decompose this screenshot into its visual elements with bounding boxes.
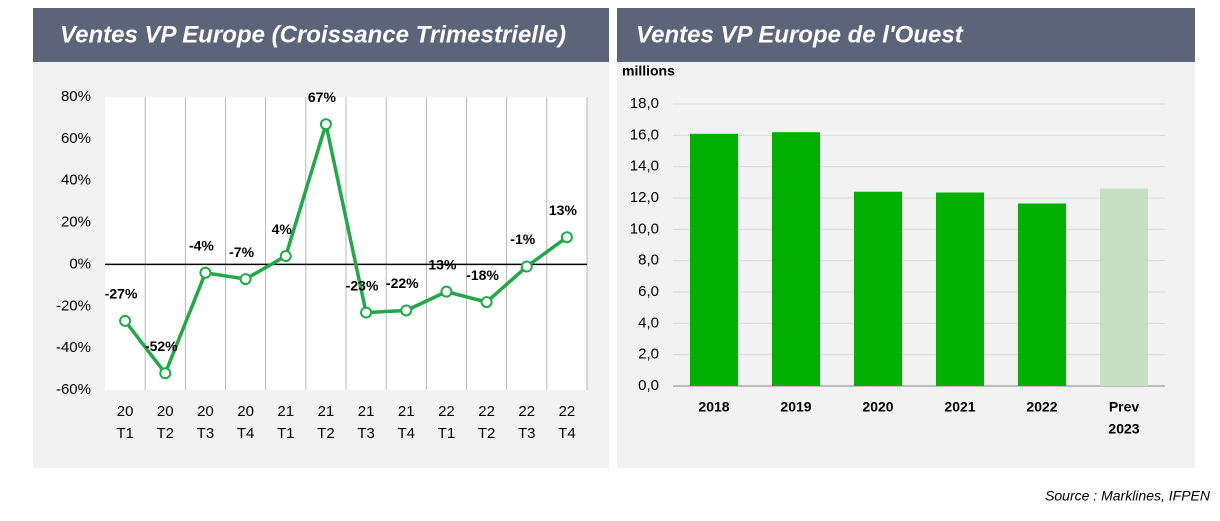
y-axis-label: millions	[622, 63, 675, 79]
title-bar	[33, 8, 609, 62]
data-label: -22%	[386, 275, 419, 291]
point	[360, 306, 373, 319]
x-tick-label: T1	[116, 425, 134, 442]
x-tick-label: 2023	[1108, 421, 1139, 437]
x-tick-label: 2018	[698, 399, 729, 415]
point	[440, 285, 453, 298]
x-tick-label: T1	[277, 425, 295, 442]
chart-title: Ventes VP Europe de l'Ouest	[636, 21, 964, 48]
y-tick-label: -20%	[56, 297, 91, 314]
point	[279, 250, 292, 263]
point	[480, 296, 493, 309]
x-tick-label: T4	[558, 425, 576, 442]
x-tick-label: 2020	[862, 399, 893, 415]
x-tick-label: T2	[478, 425, 496, 442]
point	[239, 273, 252, 286]
y-tick-label: 0%	[69, 255, 91, 272]
x-tick-label: 20	[117, 403, 134, 420]
data-label: -52%	[145, 338, 178, 354]
y-tick-label: 10,0	[630, 220, 659, 237]
x-tick-label: 2019	[780, 399, 811, 415]
data-label: -23%	[346, 277, 379, 293]
line	[123, 117, 568, 377]
y-tick-label: 0,0	[638, 377, 659, 394]
y-tick-label: -60%	[56, 381, 91, 398]
x-tick-label: T3	[357, 425, 375, 442]
x-tick-label: 21	[277, 403, 294, 420]
y-tick-label: 60%	[61, 130, 91, 147]
x-tick-label: 22	[518, 403, 535, 420]
x-tick-label: 2021	[944, 399, 975, 415]
y-tick-label: 4,0	[638, 314, 659, 331]
bar	[1018, 203, 1066, 386]
y-tick-label: 40%	[61, 172, 91, 189]
data-label: -4%	[189, 238, 214, 254]
y-tick-label: 14,0	[630, 158, 659, 175]
data-label: -18%	[466, 267, 499, 283]
point	[159, 367, 172, 380]
x-tick-label: 2022	[1026, 399, 1057, 415]
y-tick-label: -40%	[56, 339, 91, 356]
bar	[690, 133, 738, 386]
data-label: 13%	[549, 202, 578, 218]
x-tick-label: T2	[317, 425, 335, 442]
y-tick-label: 2,0	[638, 346, 659, 363]
x-tick-label: T4	[397, 425, 415, 442]
x-tick-label: T3	[197, 425, 215, 442]
data-label: 4%	[272, 221, 293, 237]
x-tick-label: T3	[518, 425, 536, 442]
y-tick-label: 12,0	[630, 189, 659, 206]
x-tick-label: T4	[237, 425, 255, 442]
data-label: 13%	[428, 256, 457, 272]
title-bar	[617, 8, 1195, 62]
x-tick-label: 21	[398, 403, 415, 420]
bar	[1100, 188, 1148, 386]
bar	[772, 132, 820, 386]
point	[119, 314, 132, 327]
bar	[854, 191, 902, 386]
y-tick-label: 80%	[61, 88, 91, 105]
bar	[936, 192, 984, 386]
data-label: -7%	[229, 244, 254, 260]
y-tick-label: 6,0	[638, 283, 659, 300]
chart-title: Ventes VP Europe (Croissance Trimestriel…	[60, 21, 566, 48]
x-tick-label: 21	[358, 403, 375, 420]
point	[199, 266, 212, 279]
y-tick-label: 8,0	[638, 252, 659, 269]
source: Source : Marklines, IFPEN	[1045, 488, 1211, 504]
x-tick-label: 22	[559, 403, 576, 420]
y-tick-label: 18,0	[630, 95, 659, 112]
point	[400, 304, 413, 317]
data-label: 67%	[308, 89, 337, 105]
x-tick-label: 20	[237, 403, 254, 420]
x-tick-label: T1	[438, 425, 456, 442]
x-tick-label: 22	[438, 403, 455, 420]
x-tick-label: 20	[157, 403, 174, 420]
x-tick-label: 20	[197, 403, 214, 420]
x-tick-label: 22	[478, 403, 495, 420]
x-tick-label: 21	[318, 403, 335, 420]
x-tick-label: T2	[156, 425, 174, 442]
x-tick-label: Prev	[1109, 399, 1140, 415]
data-label: -1%	[510, 231, 535, 247]
data-label: -27%	[105, 286, 138, 302]
point	[560, 231, 573, 244]
point	[319, 118, 332, 131]
y-tick-label: 20%	[61, 214, 91, 231]
y-tick-label: 16,0	[630, 126, 659, 143]
point	[520, 260, 533, 273]
